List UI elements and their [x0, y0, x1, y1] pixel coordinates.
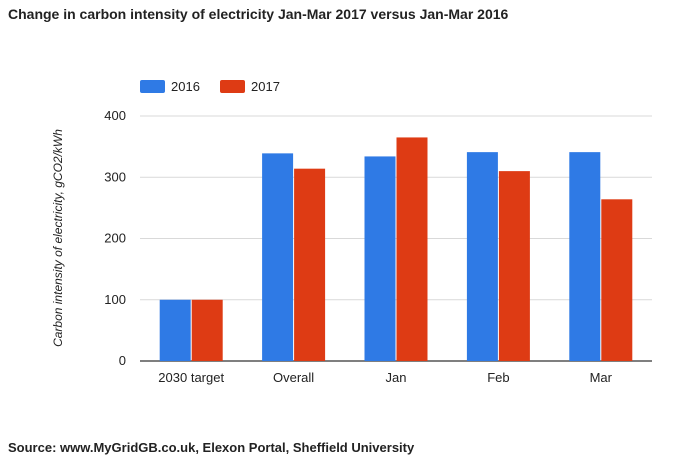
x-tick-label: Overall: [273, 370, 314, 385]
legend: 2016 2017: [140, 79, 280, 94]
legend-label-2016: 2016: [171, 79, 200, 94]
bar-2016-overall: [262, 153, 294, 361]
bars: [159, 137, 633, 361]
y-tick-label: 100: [104, 292, 126, 307]
bar-2017-overall: [294, 168, 326, 361]
x-tick-label: 2030 target: [158, 370, 224, 385]
gridlines: [140, 115, 652, 362]
x-axis-ticks: 2030 target Overall Jan Feb Mar: [158, 370, 612, 385]
bar-2017-mar: [601, 199, 633, 361]
y-tick-label: 0: [119, 353, 126, 368]
chart-title: Change in carbon intensity of electricit…: [8, 6, 509, 22]
y-tick-label: 400: [104, 108, 126, 123]
bar-2016-2030-target: [159, 299, 191, 361]
legend-swatch-2016: [140, 80, 165, 93]
x-tick-label: Feb: [487, 370, 509, 385]
y-tick-label: 300: [104, 169, 126, 184]
y-axis-label: Carbon intensity of electricity, gCO2/kW…: [51, 129, 65, 347]
legend-swatch-2017: [220, 80, 245, 93]
x-tick-label: Jan: [386, 370, 407, 385]
x-tick-label: Mar: [590, 370, 613, 385]
source-note: Source: www.MyGridGB.co.uk, Elexon Porta…: [8, 440, 415, 455]
bar-2016-feb: [466, 152, 498, 361]
bar-2017-feb: [498, 171, 530, 361]
bar-2016-mar: [569, 152, 601, 361]
y-axis-ticks: 0 100 200 300 400: [104, 108, 126, 368]
legend-label-2017: 2017: [251, 79, 280, 94]
bar-2017-2030-target: [191, 299, 223, 361]
bar-2017-jan: [396, 137, 428, 361]
bar-2016-jan: [364, 156, 396, 361]
y-tick-label: 200: [104, 231, 126, 246]
